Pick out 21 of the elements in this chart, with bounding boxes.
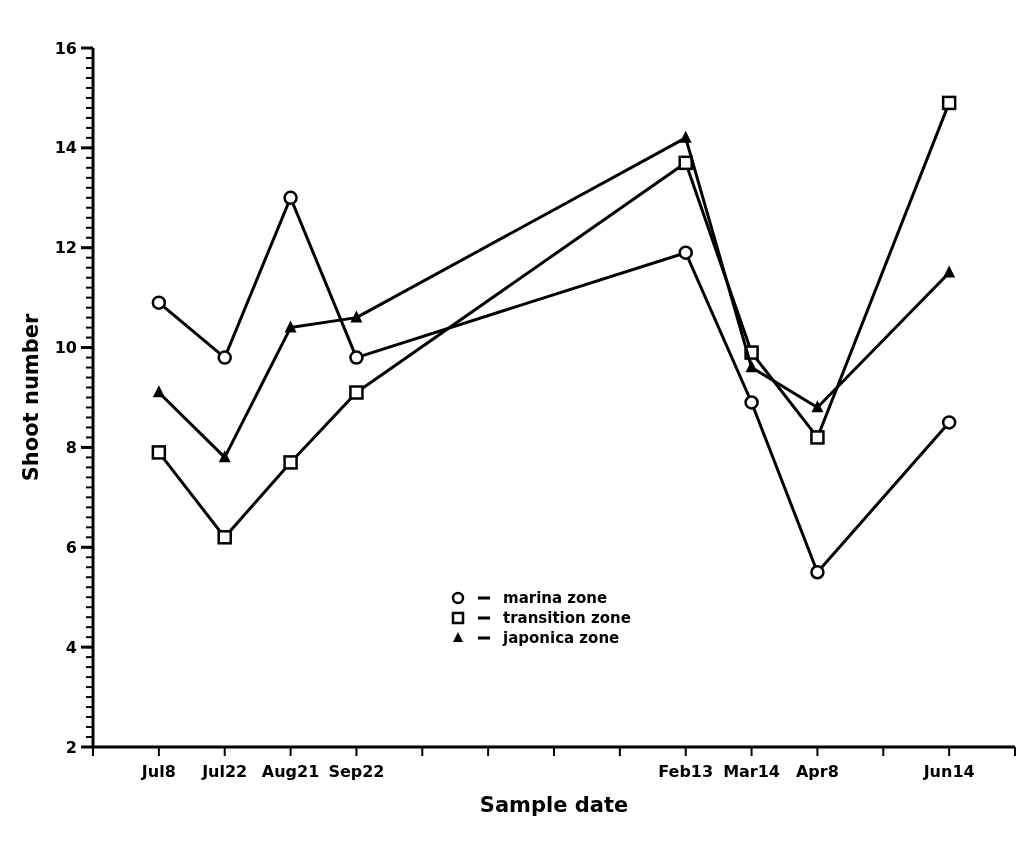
y-tick-label: 10 bbox=[54, 338, 77, 358]
x-tick-label: Jul22 bbox=[201, 762, 248, 781]
x-tick-label: Jul8 bbox=[140, 762, 176, 781]
y-tick-label: 16 bbox=[54, 38, 77, 58]
y-tick-label: 8 bbox=[65, 438, 77, 458]
y-tick-label: 4 bbox=[65, 637, 77, 657]
legend-label: marina zone bbox=[503, 589, 608, 608]
x-tick-label: Jun14 bbox=[922, 762, 975, 781]
x-axis-title: Sample date bbox=[479, 793, 629, 817]
x-tick-label: Sep22 bbox=[328, 762, 385, 781]
y-tick-label: 12 bbox=[54, 238, 77, 258]
legend-label: japonica zone bbox=[502, 629, 620, 648]
y-tick-label: 14 bbox=[54, 138, 77, 158]
legend-label: transition zone bbox=[503, 609, 631, 628]
y-axis-title: Shoot number bbox=[19, 313, 43, 482]
x-tick-label: Aug21 bbox=[261, 762, 320, 781]
x-tick-label: Feb13 bbox=[658, 762, 714, 781]
y-tick-label: 2 bbox=[65, 737, 77, 757]
y-tick-label: 6 bbox=[65, 537, 77, 557]
x-tick-label: Mar14 bbox=[723, 762, 781, 781]
x-tick-label: Apr8 bbox=[796, 762, 839, 781]
